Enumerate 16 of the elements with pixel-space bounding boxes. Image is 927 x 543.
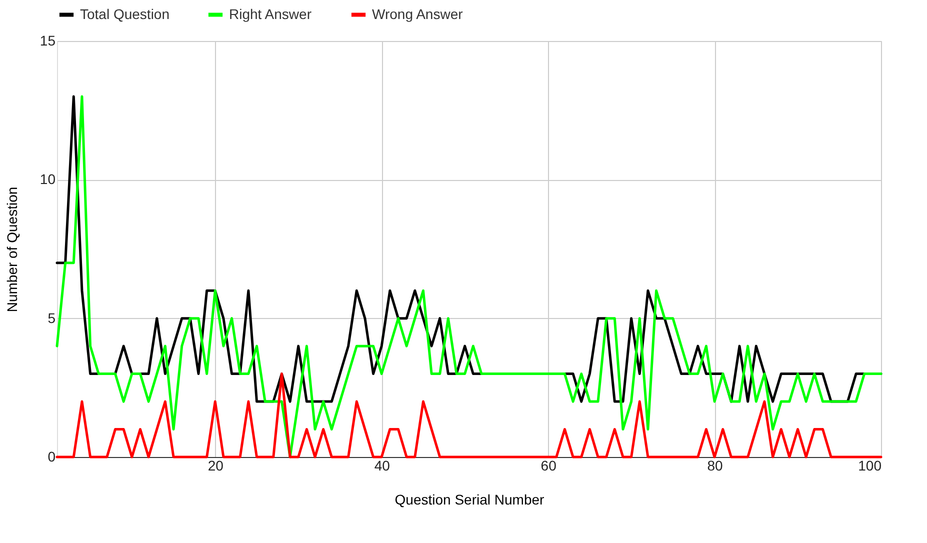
x-tick-label: 100 xyxy=(858,458,882,474)
line-series xyxy=(56,95,882,458)
x-tick-label: 40 xyxy=(374,458,390,474)
x-tick-label: 20 xyxy=(208,458,224,474)
y-tick-label: 10 xyxy=(40,171,56,188)
line-series xyxy=(56,372,882,458)
legend-label: Wrong Answer xyxy=(372,6,464,22)
x-tick-label: 60 xyxy=(540,458,557,474)
x-tick-label: 80 xyxy=(707,458,724,474)
legend-label: Right Answer xyxy=(229,6,312,22)
y-tick-label: 15 xyxy=(40,32,56,48)
y-tick-label: 0 xyxy=(48,448,56,464)
y-axis-title: Number of Question xyxy=(4,186,20,312)
x-axis-title: Question Serial Number xyxy=(394,492,545,508)
y-tick-label: 5 xyxy=(48,310,56,326)
legend-label: Total Question xyxy=(80,6,170,22)
